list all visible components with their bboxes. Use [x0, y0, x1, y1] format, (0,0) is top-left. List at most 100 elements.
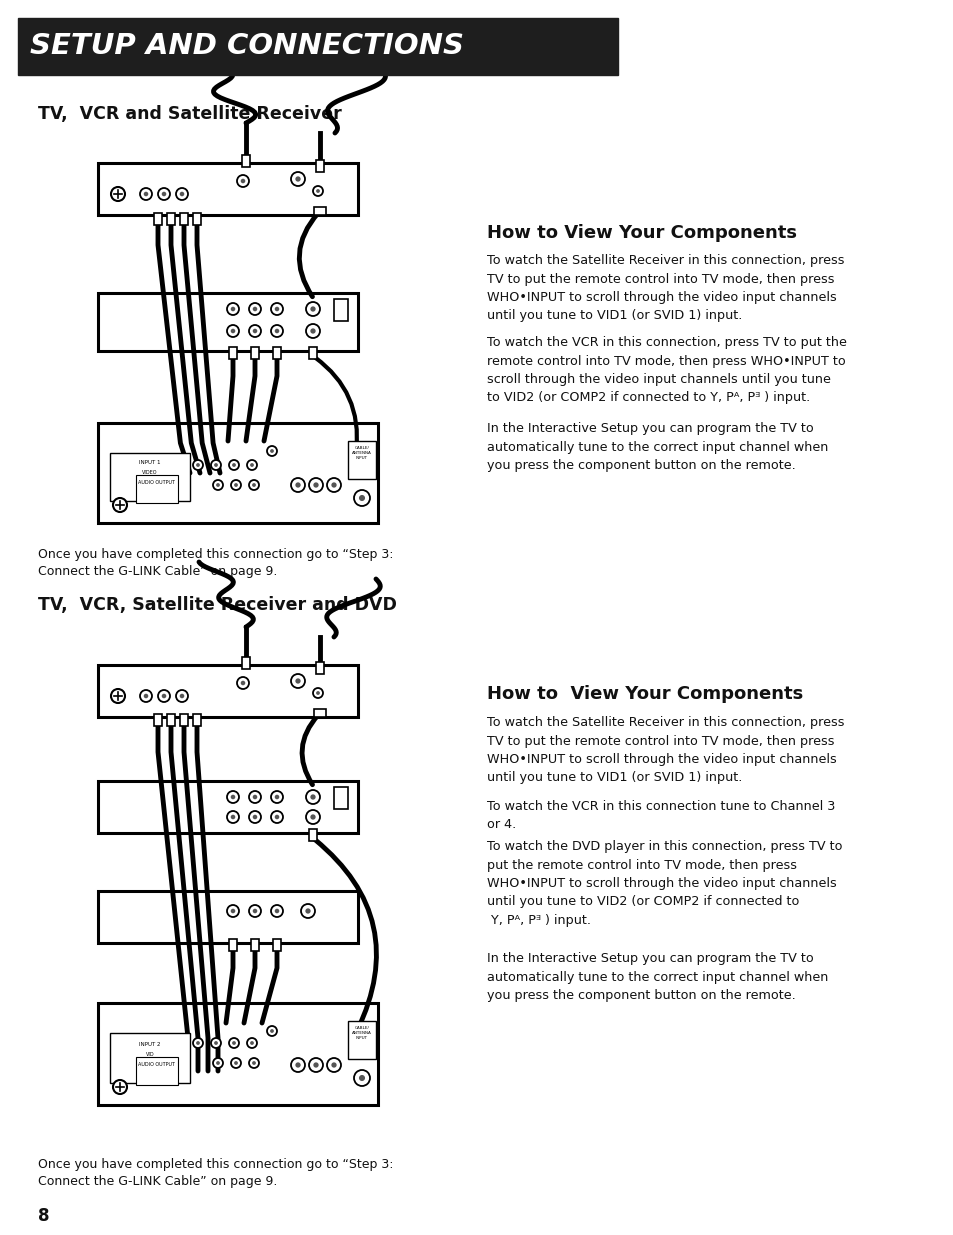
Circle shape — [158, 188, 170, 200]
Circle shape — [309, 1058, 323, 1072]
Circle shape — [211, 459, 221, 471]
Circle shape — [196, 463, 200, 467]
Circle shape — [301, 904, 314, 918]
Text: In the Interactive Setup you can program the TV to
automatically tune to the cor: In the Interactive Setup you can program… — [486, 952, 827, 1002]
Bar — [153, 714, 162, 726]
Circle shape — [295, 678, 300, 684]
Circle shape — [310, 306, 315, 311]
Circle shape — [271, 811, 283, 823]
Circle shape — [231, 815, 235, 819]
Circle shape — [252, 483, 255, 487]
Circle shape — [162, 191, 166, 196]
Circle shape — [271, 303, 283, 315]
Circle shape — [140, 188, 152, 200]
Text: 8: 8 — [38, 1207, 50, 1225]
Text: TV,  VCR, Satellite Receiver and DVD: TV, VCR, Satellite Receiver and DVD — [38, 597, 396, 614]
Circle shape — [236, 677, 249, 689]
Circle shape — [249, 303, 261, 315]
Text: INPUT 2: INPUT 2 — [139, 1042, 161, 1047]
Bar — [167, 714, 174, 726]
Circle shape — [291, 172, 305, 186]
Circle shape — [179, 694, 184, 698]
Bar — [314, 207, 326, 215]
Circle shape — [354, 1070, 370, 1086]
Circle shape — [232, 463, 235, 467]
Bar — [98, 163, 357, 215]
Bar — [153, 212, 162, 225]
Text: To watch the VCR in this connection, press TV to put the
remote control into TV : To watch the VCR in this connection, pre… — [486, 336, 846, 405]
Circle shape — [267, 446, 276, 456]
Circle shape — [291, 1058, 305, 1072]
Bar — [98, 424, 377, 522]
Circle shape — [274, 815, 279, 819]
Circle shape — [274, 306, 279, 311]
Circle shape — [295, 1062, 300, 1068]
Text: To watch the DVD player in this connection, press TV to
put the remote control i: To watch the DVD player in this connecti… — [486, 840, 841, 927]
Circle shape — [313, 688, 323, 698]
Circle shape — [291, 478, 305, 492]
Circle shape — [227, 905, 239, 918]
Circle shape — [227, 325, 239, 337]
Circle shape — [291, 674, 305, 688]
Circle shape — [144, 694, 148, 698]
Circle shape — [274, 794, 279, 799]
Bar — [309, 347, 316, 359]
Bar — [98, 781, 357, 832]
Circle shape — [271, 325, 283, 337]
Bar — [273, 939, 281, 951]
Bar — [242, 657, 250, 669]
Circle shape — [253, 909, 257, 913]
Circle shape — [231, 1058, 241, 1068]
Circle shape — [267, 1026, 276, 1036]
Bar — [98, 1003, 377, 1105]
Bar — [334, 787, 348, 809]
Circle shape — [229, 1037, 239, 1049]
Circle shape — [315, 692, 319, 695]
Bar — [167, 212, 174, 225]
Circle shape — [310, 794, 315, 799]
Circle shape — [270, 450, 274, 453]
Circle shape — [229, 459, 239, 471]
Circle shape — [231, 794, 235, 799]
Circle shape — [158, 690, 170, 701]
Text: VIDEO: VIDEO — [142, 471, 157, 475]
Bar — [251, 939, 258, 951]
Circle shape — [313, 1062, 318, 1068]
Circle shape — [240, 680, 245, 685]
Circle shape — [162, 694, 166, 698]
Circle shape — [306, 303, 319, 316]
Circle shape — [213, 480, 223, 490]
Bar — [136, 475, 178, 503]
Bar — [315, 662, 324, 674]
Circle shape — [213, 1041, 217, 1045]
Text: How to View Your Components: How to View Your Components — [486, 224, 796, 242]
Circle shape — [274, 329, 279, 333]
Text: AUDIO OUTPUT: AUDIO OUTPUT — [138, 480, 175, 485]
Bar — [180, 714, 188, 726]
Text: INPUT 1: INPUT 1 — [139, 461, 161, 466]
Circle shape — [144, 191, 148, 196]
Circle shape — [253, 794, 257, 799]
Circle shape — [216, 483, 220, 487]
Bar — [334, 299, 348, 321]
Text: Once you have completed this connection go to “Step 3:
Connect the G-LINK Cable”: Once you have completed this connection … — [38, 548, 393, 578]
Circle shape — [140, 690, 152, 701]
Circle shape — [249, 811, 261, 823]
Bar — [136, 1057, 178, 1086]
Circle shape — [249, 480, 258, 490]
Bar — [18, 19, 618, 75]
Circle shape — [253, 329, 257, 333]
Text: To watch the VCR in this connection tune to Channel 3
or 4.: To watch the VCR in this connection tune… — [486, 800, 835, 831]
Circle shape — [313, 186, 323, 196]
Circle shape — [213, 463, 217, 467]
Circle shape — [315, 189, 319, 193]
Circle shape — [249, 1058, 258, 1068]
Circle shape — [306, 790, 319, 804]
Circle shape — [358, 495, 365, 501]
Bar — [98, 293, 357, 351]
Bar — [110, 1032, 190, 1083]
Circle shape — [306, 324, 319, 338]
Bar — [348, 441, 375, 479]
Text: CABLE/
ANTENNA
INPUT: CABLE/ ANTENNA INPUT — [352, 446, 372, 459]
Circle shape — [175, 188, 188, 200]
